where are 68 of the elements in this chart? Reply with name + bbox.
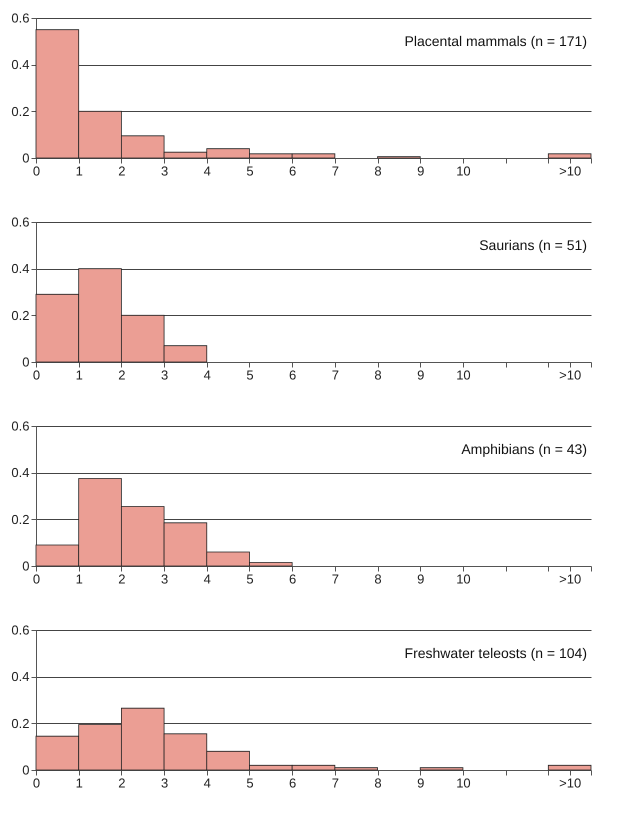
x-tick-label: 0 — [32, 776, 40, 790]
x-tick-label: 5 — [246, 164, 254, 178]
x-tick-label: 10 — [456, 776, 471, 790]
x-tick-label: 2 — [118, 776, 126, 790]
x-tick-label: 1 — [76, 164, 83, 178]
x-tick-label: 6 — [289, 572, 296, 586]
y-tick-label: 0.2 — [11, 716, 30, 731]
x-tick-label: 4 — [204, 572, 211, 586]
annotation: Placental mammals (n = 171) — [404, 33, 587, 49]
y-tick-label: 0.6 — [11, 214, 30, 230]
x-tick-label: 9 — [417, 776, 424, 790]
y-tick-label: 0.4 — [11, 669, 30, 684]
annotation: Saurians (n = 51) — [479, 237, 587, 253]
x-tick-label: 10 — [456, 164, 471, 178]
y-tick-label: 0.4 — [11, 465, 30, 480]
x-tick-label: 1 — [76, 572, 83, 586]
y-tick-label: 0.4 — [11, 261, 30, 276]
x-tick-label: 7 — [332, 368, 339, 382]
x-tick-label: 0 — [32, 368, 40, 382]
y-tick-label: 0 — [22, 354, 30, 370]
x-tick-label: 7 — [332, 776, 339, 790]
x-tick-label: 7 — [332, 572, 339, 586]
x-tick-label: 10 — [456, 368, 471, 382]
y-tick-label: 0.4 — [11, 57, 30, 72]
y-tick-label: 0.2 — [11, 512, 30, 527]
x-tick-label: 2 — [118, 368, 126, 382]
x-tick-label: 7 — [332, 164, 339, 178]
y-tick-label: 0.6 — [11, 622, 30, 638]
x-tick-label: 9 — [417, 572, 424, 586]
x-tick-label: 0 — [32, 164, 40, 178]
y-tick-label: 0.6 — [11, 10, 30, 26]
y-tick-label: 0.2 — [11, 104, 30, 119]
x-tick-label: 4 — [204, 164, 211, 178]
x-tick-label: 5 — [246, 776, 254, 790]
x-tick-label: 4 — [204, 776, 211, 790]
y-tick-label: 0 — [22, 558, 30, 574]
x-tick-label: 9 — [417, 164, 424, 178]
x-tick-label: 9 — [417, 368, 424, 382]
x-tick-label: 5 — [246, 368, 254, 382]
x-tick-label: 0 — [32, 572, 40, 586]
x-tick-label: >10 — [559, 164, 582, 178]
x-tick-label: >10 — [559, 776, 582, 790]
x-tick-label: 3 — [160, 572, 168, 586]
x-tick-label: >10 — [559, 572, 582, 586]
x-tick-label: 3 — [160, 368, 168, 382]
x-tick-label: 2 — [118, 164, 126, 178]
y-tick-label: 0.2 — [11, 308, 30, 323]
annotation: Freshwater teleosts (n = 104) — [404, 645, 587, 661]
x-tick-label: >10 — [559, 368, 582, 382]
x-tick-label: 6 — [289, 164, 296, 178]
y-tick-label: 0 — [22, 150, 30, 166]
x-tick-label: 8 — [374, 368, 382, 382]
x-tick-label: 2 — [118, 572, 126, 586]
x-tick-label: 10 — [456, 572, 471, 586]
x-tick-label: 8 — [374, 572, 382, 586]
y-tick-label: 0 — [22, 762, 30, 778]
annotation: Amphibians (n = 43) — [461, 441, 587, 457]
x-tick-label: 6 — [289, 776, 296, 790]
x-tick-label: 6 — [289, 368, 296, 382]
y-tick-label: 0.6 — [11, 418, 30, 434]
x-tick-label: 1 — [76, 368, 83, 382]
x-tick-label: 5 — [246, 572, 254, 586]
x-tick-label: 1 — [76, 776, 83, 790]
x-tick-label: 3 — [160, 776, 168, 790]
x-tick-label: 4 — [204, 368, 211, 382]
x-tick-label: 8 — [374, 776, 382, 790]
x-tick-label: 3 — [160, 164, 168, 178]
x-tick-label: 8 — [374, 164, 382, 178]
